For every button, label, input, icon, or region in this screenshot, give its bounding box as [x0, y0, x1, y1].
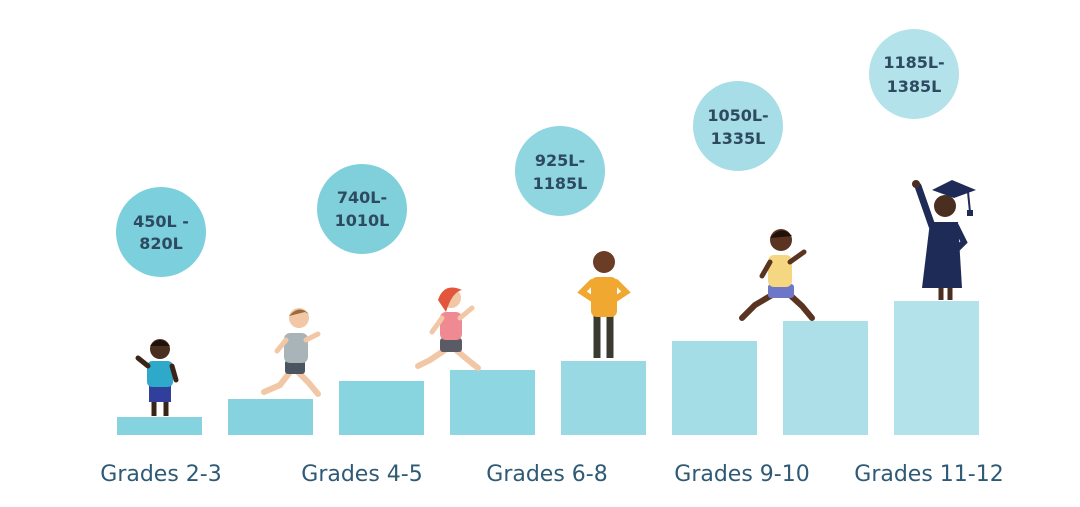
lexile-bubble-3-line2: 1185L	[533, 174, 588, 193]
step-bar-6	[672, 341, 757, 435]
lexile-bubble-2-line2: 1010L	[335, 211, 390, 230]
lexile-bubble-3: 925L- 1185L	[515, 126, 605, 216]
lexile-bubble-5-line2: 1385L	[887, 77, 942, 96]
step-bar-2	[228, 399, 313, 435]
step-bar-8	[894, 301, 979, 435]
step-bar-7	[783, 321, 868, 435]
lexile-bubble-5: 1185L- 1385L	[869, 29, 959, 119]
lexile-bubble-1-line2: 820L	[139, 234, 183, 253]
lexile-bubble-4-line2: 1335L	[711, 129, 766, 148]
step-bar-3	[339, 381, 424, 435]
lexile-bubble-2-line1: 740L-	[337, 188, 387, 207]
step-bar-5	[561, 361, 646, 435]
lexile-bubble-1-line1: 450L -	[133, 212, 189, 231]
child-figure-4	[577, 251, 631, 358]
child-figure-3	[415, 287, 481, 371]
graduate-figure	[912, 180, 976, 300]
grade-label-3: Grades 6-8	[486, 462, 607, 487]
step-bar-4	[450, 370, 535, 435]
grade-label-2: Grades 4-5	[301, 462, 422, 487]
lexile-bubble-1: 450L - 820L	[116, 187, 206, 277]
child-figure-5	[739, 229, 815, 321]
child-figure-2	[261, 308, 321, 397]
lexile-bubble-2: 740L- 1010L	[317, 164, 407, 254]
grade-label-5: Grades 11-12	[854, 462, 1003, 487]
step-bar-1	[117, 417, 202, 435]
child-figure-1	[135, 339, 179, 416]
grade-label-1: Grades 2-3	[100, 462, 221, 487]
grade-label-4: Grades 9-10	[674, 462, 809, 487]
lexile-bubble-4: 1050L- 1335L	[693, 81, 783, 171]
lexile-bubble-4-line1: 1050L-	[707, 106, 768, 125]
lexile-bubble-5-line1: 1185L-	[883, 53, 944, 72]
lexile-bubble-3-line1: 925L-	[535, 151, 585, 170]
